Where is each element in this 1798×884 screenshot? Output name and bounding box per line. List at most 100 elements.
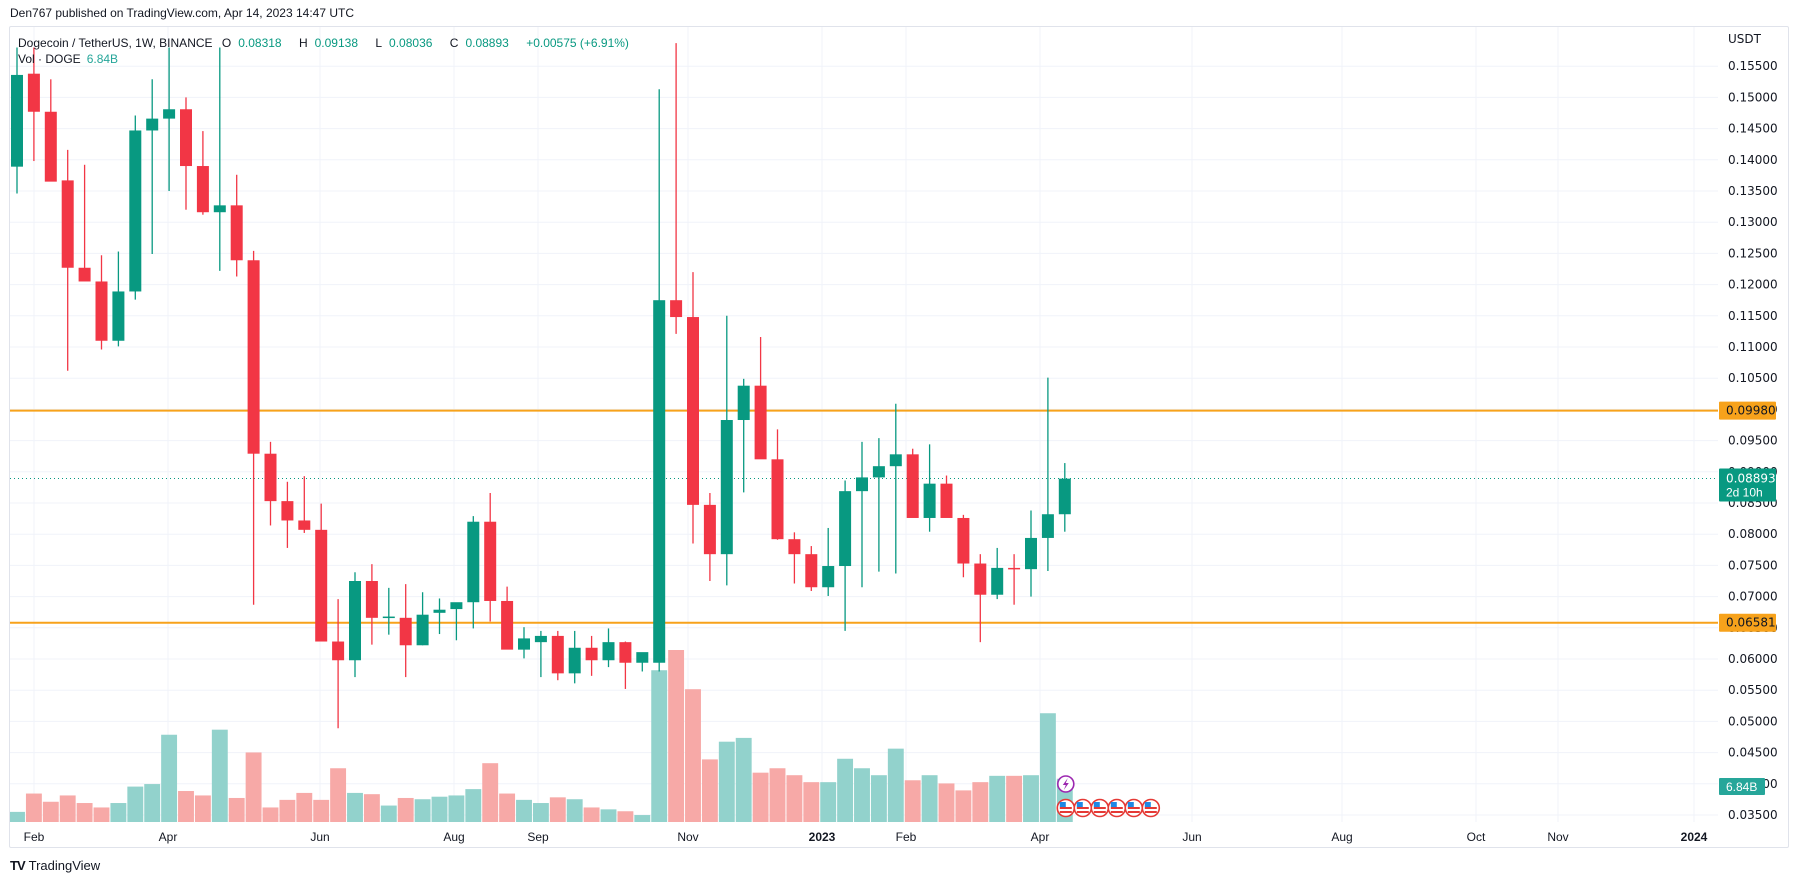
candle [61, 149, 74, 371]
price-tick: 0.15500 [1728, 59, 1778, 73]
volume-bar [566, 799, 583, 822]
us-economic-event-icon[interactable] [1107, 798, 1127, 818]
volume-bar [279, 799, 296, 822]
price-tick: 0.03500 [1728, 808, 1778, 822]
candle [433, 598, 446, 635]
candle [450, 602, 463, 641]
us-economic-event-icon[interactable] [1090, 798, 1110, 818]
price-tick: 0.15000 [1728, 90, 1778, 104]
support-badge [1719, 613, 1776, 632]
price-tick: 0.14000 [1728, 153, 1778, 167]
candle [687, 272, 699, 544]
candle [349, 572, 361, 678]
volume-bar [1023, 775, 1039, 822]
candle [518, 627, 530, 659]
volume-bar [262, 807, 279, 822]
candle [923, 444, 936, 532]
candle [180, 97, 192, 210]
candle [129, 115, 142, 300]
volume-bar [431, 796, 448, 822]
chart-frame [9, 26, 1789, 848]
close-value: 0.08893 [465, 36, 509, 50]
candle [264, 441, 277, 526]
candle [332, 599, 345, 729]
candle [940, 475, 953, 518]
candle [44, 79, 57, 182]
symbol-title[interactable]: Dogecoin / TetherUS, 1W, BINANCE [18, 36, 213, 50]
published-byline: Den767 published on TradingView.com, Apr… [10, 6, 355, 20]
price-tick: 0.04500 [1728, 746, 1778, 760]
volume-bar [921, 775, 938, 822]
event-markers[interactable] [1056, 775, 1161, 818]
time-axis[interactable]: Feb Apr Jun Aug Sep Nov 2023 Feb Apr Jun Aug Oct Nov… [24, 830, 1708, 844]
price-tick: 0.11500 [1728, 309, 1778, 323]
candle [1025, 510, 1037, 597]
volume-bar [482, 763, 499, 822]
volume-bar [854, 768, 870, 822]
volume-bar [516, 799, 532, 822]
last-price-badge [1719, 468, 1776, 502]
logo-text: TradingView [28, 858, 101, 873]
candle [889, 403, 902, 574]
time-tick: 2024 [1681, 830, 1708, 844]
last-price-value: 0.08893 [1726, 471, 1776, 485]
volume-bar [127, 786, 144, 822]
lightning-event-icon[interactable] [1057, 775, 1075, 793]
candle [602, 628, 615, 668]
candle [534, 630, 547, 678]
candle [399, 584, 412, 678]
grid-lines [10, 27, 1718, 822]
candle [957, 514, 970, 578]
candle [771, 429, 784, 540]
candle [112, 251, 125, 347]
candle [78, 164, 91, 282]
volume-bar [668, 650, 685, 822]
candle [1058, 463, 1071, 532]
candle [484, 493, 497, 622]
price-axis[interactable]: 0.15500 0.15000 0.14500 0.14000 0.13500 0.130… [1719, 32, 1778, 822]
tradingview-logo[interactable]: TV TradingView [10, 858, 100, 873]
volume-bar [887, 748, 904, 822]
volume-bar [786, 775, 803, 822]
candle [551, 630, 564, 681]
volume-bar [532, 803, 549, 822]
price-tick: 0.08000 [1728, 527, 1778, 541]
candle [720, 315, 733, 586]
time-tick: Nov [677, 830, 698, 844]
volume-bar [161, 734, 178, 822]
time-tick: Apr [159, 830, 178, 844]
volume-bar [110, 803, 127, 822]
price-tick: 0.07000 [1728, 590, 1778, 604]
candle [247, 250, 260, 605]
volume-bar [414, 799, 431, 822]
low-value: 0.08036 [389, 36, 433, 50]
volume-bar [296, 792, 313, 822]
price-tick: 0.10500 [1728, 371, 1778, 385]
horizontal-levels[interactable] [10, 409, 1718, 624]
volume-bar [972, 782, 989, 822]
price-tick: 0.13000 [1728, 215, 1778, 229]
candle [991, 547, 1004, 600]
volume-bar [617, 811, 634, 822]
price-tick: 0.11000 [1728, 340, 1778, 354]
us-economic-event-icon[interactable] [1124, 798, 1144, 818]
volume-bar [769, 768, 786, 822]
change-value: +0.00575 (+6.91%) [526, 36, 629, 50]
time-tick: Feb [24, 830, 45, 844]
support-value: 0.06581 [1726, 616, 1776, 630]
candle [839, 480, 852, 631]
volume-legend[interactable]: Vol · DOGE 6.84B [18, 51, 636, 67]
candle [619, 641, 632, 689]
time-tick: Apr [1031, 830, 1050, 844]
candle [737, 378, 750, 493]
us-economic-event-icon[interactable] [1056, 798, 1076, 818]
volume-bar [989, 775, 1006, 822]
candle [1041, 377, 1054, 572]
us-economic-event-icon[interactable] [1073, 798, 1093, 818]
volume-bar [330, 768, 347, 822]
volume-bar [904, 780, 921, 822]
us-economic-event-icon[interactable] [1141, 798, 1161, 818]
price-tick: 0.05500 [1728, 683, 1778, 697]
volume-bar [803, 782, 820, 822]
